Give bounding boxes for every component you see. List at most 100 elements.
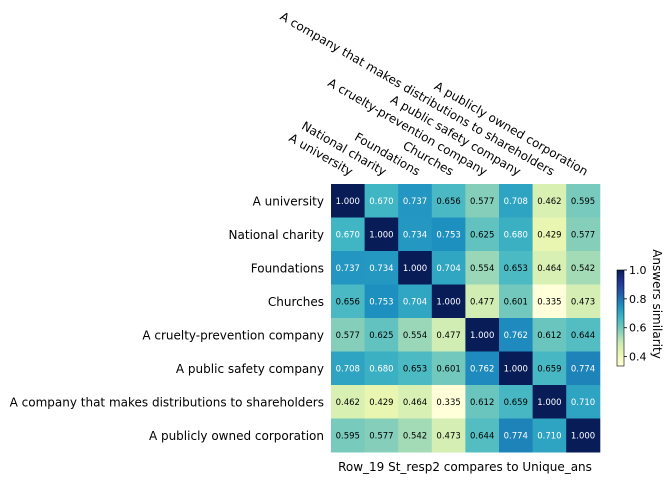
cell-value-label: 0.653 <box>504 264 528 274</box>
colorbar-tick-label: 1.0 <box>629 264 647 277</box>
heatmap-cell <box>364 351 399 386</box>
cell-value-label: 0.542 <box>403 431 427 441</box>
heatmap-cells: 1.000 0.670 0.737 0.656 0.577 0.708 0.462 0.595… <box>331 184 601 453</box>
heatmap-cell <box>465 217 500 252</box>
heatmap-cell <box>398 385 433 419</box>
cell-value-label: 0.577 <box>336 331 360 341</box>
cell-value-label: 1.000 <box>436 297 460 307</box>
heatmap-cell <box>532 284 567 319</box>
cell-value-label: 0.612 <box>537 331 561 341</box>
row-tick-label: A company that makes distributions to sh… <box>10 395 324 409</box>
heatmap-cell <box>398 284 433 319</box>
heatmap-cell <box>364 385 399 419</box>
cell-value-label: 0.601 <box>436 364 460 374</box>
cell-value-label: 0.462 <box>336 398 360 408</box>
cell-value-label: 0.737 <box>336 264 360 274</box>
cell-value-label: 0.704 <box>436 264 460 274</box>
cell-value-label: 0.477 <box>470 297 494 307</box>
heatmap-cell <box>499 351 534 386</box>
cell-value-label: 0.577 <box>470 197 494 207</box>
cell-value-label: 0.554 <box>403 331 427 341</box>
heatmap-cell <box>465 318 500 352</box>
heatmap-cell <box>465 184 500 218</box>
cell-value-label: 0.710 <box>571 398 595 408</box>
cell-value-label: 0.734 <box>403 230 427 240</box>
colorbar-tick-label: 0.6 <box>629 322 647 335</box>
heatmap-cell <box>364 318 399 352</box>
cell-value-label: 0.625 <box>369 331 393 341</box>
heatmap-cell <box>331 418 366 453</box>
heatmap-cell <box>331 351 366 386</box>
colorbar-tick-label: 0.8 <box>629 293 647 306</box>
cell-value-label: 0.595 <box>336 431 360 441</box>
heatmap-cell <box>364 184 399 218</box>
heatmap-cell <box>431 418 466 453</box>
heatmap-cell <box>465 351 500 386</box>
cell-value-label: 0.708 <box>504 197 528 207</box>
cell-value-label: 0.644 <box>470 431 494 441</box>
cell-value-label: 0.762 <box>470 364 494 374</box>
cell-value-label: 0.477 <box>436 331 460 341</box>
heatmap-cell <box>431 251 466 285</box>
heatmap-cell <box>398 418 433 453</box>
heatmap-cell <box>566 351 601 386</box>
heatmap-cell <box>566 318 601 352</box>
colorbar-tick-label: 0.4 <box>629 351 647 364</box>
heatmap-cell <box>431 217 466 252</box>
heatmap-cell <box>331 385 366 419</box>
cell-value-label: 0.429 <box>537 230 561 240</box>
cell-value-label: 1.000 <box>336 197 360 207</box>
heatmap-cell <box>499 251 534 285</box>
row-tick-label: A public safety company <box>176 362 324 376</box>
heatmap-cell <box>566 418 601 453</box>
cell-value-label: 0.577 <box>369 431 393 441</box>
heatmap-cell <box>465 284 500 319</box>
heatmap-cell <box>465 385 500 419</box>
heatmap-cell <box>499 217 534 252</box>
row-labels: A university National charity Foundations C… <box>10 194 324 443</box>
cell-value-label: 0.473 <box>436 431 460 441</box>
cell-value-label: 0.464 <box>403 398 427 408</box>
cell-value-label: 0.335 <box>436 398 460 408</box>
row-tick-label: A university <box>253 194 324 208</box>
row-tick-label: A cruelty-prevention company <box>142 328 324 342</box>
heatmap-cell <box>331 217 366 252</box>
cell-value-label: 0.753 <box>436 230 460 240</box>
heatmap-cell <box>566 251 601 285</box>
heatmap-cell <box>331 184 366 218</box>
cell-value-label: 0.753 <box>369 297 393 307</box>
heatmap-cell <box>532 217 567 252</box>
colorbar-label: Answers similarity <box>650 249 664 359</box>
cell-value-label: 0.774 <box>504 431 528 441</box>
heatmap-cell <box>532 184 567 218</box>
heatmap-cell <box>465 418 500 453</box>
cell-value-label: 0.653 <box>403 364 427 374</box>
cell-value-label: 0.656 <box>336 297 360 307</box>
heatmap-cell <box>465 251 500 285</box>
heatmap-cell <box>364 418 399 453</box>
heatmap-cell <box>331 318 366 352</box>
heatmap-cell <box>566 217 601 252</box>
cell-value-label: 0.612 <box>470 398 494 408</box>
cell-value-label: 0.659 <box>504 398 528 408</box>
heatmap-cell <box>331 251 366 285</box>
cell-value-label: 0.577 <box>571 230 595 240</box>
heatmap-cell <box>398 251 433 285</box>
heatmap-cell <box>364 217 399 252</box>
cell-value-label: 0.680 <box>504 230 528 240</box>
heatmap-cell <box>431 184 466 218</box>
heatmap-cell <box>331 284 366 319</box>
heatmap-cell <box>532 418 567 453</box>
cell-value-label: 0.704 <box>403 297 427 307</box>
cell-value-label: 0.708 <box>336 364 360 374</box>
heatmap-cell <box>499 385 534 419</box>
heatmap-cell <box>566 284 601 319</box>
heatmap-cell <box>431 318 466 352</box>
cell-value-label: 0.542 <box>571 264 595 274</box>
cell-value-label: 0.737 <box>403 197 427 207</box>
heatmap-cell <box>532 385 567 419</box>
heatmap-cell <box>532 251 567 285</box>
cell-value-label: 0.659 <box>537 364 561 374</box>
heatmap-cell <box>566 184 601 218</box>
